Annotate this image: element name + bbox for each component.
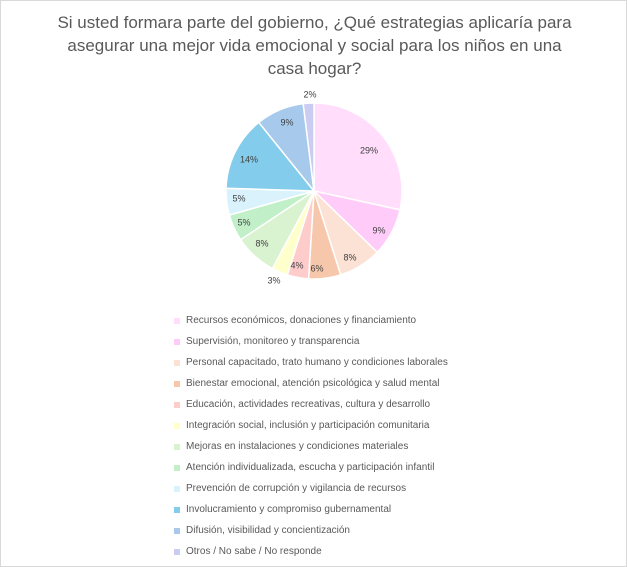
- pie-slice: [225, 121, 316, 192]
- legend-swatch: [174, 548, 180, 555]
- legend-swatch: [174, 464, 180, 471]
- legend-item: Difusión, visibilidad y concientización: [174, 520, 448, 541]
- legend-label: Mejoras en instalaciones y condiciones m…: [186, 441, 409, 452]
- data-label: 5%: [237, 217, 250, 227]
- legend-label: Otros / No sabe / No responde: [186, 546, 322, 557]
- legend-item: Educación, actividades recreativas, cult…: [174, 394, 448, 415]
- data-label: 14%: [240, 154, 258, 164]
- data-label: 9%: [280, 117, 293, 127]
- chart-title-line: Si usted formara parte del gobierno, ¿Qu…: [57, 13, 572, 32]
- legend-swatch: [174, 485, 180, 492]
- legend-label: Educación, actividades recreativas, cult…: [186, 399, 431, 410]
- legend-item: Involucramiento y compromiso gubernament…: [174, 499, 448, 520]
- legend-swatch: [174, 359, 180, 366]
- data-label: 2%: [303, 89, 316, 99]
- data-label: 9%: [372, 225, 385, 235]
- legend-label: Supervisión, monitoreo y transparencia: [186, 336, 360, 347]
- legend-swatch: [174, 401, 180, 408]
- data-label: 3%: [267, 275, 280, 285]
- legend-label: Atención individualizada, escucha y part…: [186, 462, 435, 473]
- legend-swatch: [174, 422, 180, 429]
- legend-swatch: [174, 317, 180, 324]
- legend-item: Integración social, inclusión y particip…: [174, 415, 448, 436]
- pie-slice: [302, 102, 315, 192]
- legend-item: Recursos económicos, donaciones y financ…: [174, 310, 448, 331]
- legend-item: Personal capacitado, trato humano y cond…: [174, 352, 448, 373]
- legend-item: Otros / No sabe / No responde: [174, 541, 448, 562]
- chart-title-line: casa hogar?: [267, 59, 362, 78]
- data-label: 8%: [343, 252, 356, 262]
- chart-title: Si usted formara parte del gobierno, ¿Qu…: [41, 11, 588, 80]
- legend-label: Prevención de corrupción y vigilancia de…: [186, 483, 407, 494]
- legend-label: Difusión, visibilidad y concientización: [186, 525, 350, 536]
- legend-label: Personal capacitado, trato humano y cond…: [186, 357, 448, 368]
- data-label: 29%: [360, 145, 378, 155]
- legend-item: Supervisión, monitoreo y transparencia: [174, 331, 448, 352]
- legend-swatch: [174, 527, 180, 534]
- legend-label: Bienestar emocional, atención psicológic…: [186, 378, 440, 389]
- legend-item: Prevención de corrupción y vigilancia de…: [174, 478, 448, 499]
- legend-swatch: [174, 443, 180, 450]
- data-label: 8%: [255, 238, 268, 248]
- data-label: 5%: [232, 193, 245, 203]
- legend-item: Atención individualizada, escucha y part…: [174, 457, 448, 478]
- data-label: 6%: [310, 263, 323, 273]
- legend: Recursos económicos, donaciones y financ…: [174, 310, 448, 562]
- legend-item: Mejoras en instalaciones y condiciones m…: [174, 436, 448, 457]
- legend-item: Bienestar emocional, atención psicológic…: [174, 373, 448, 394]
- legend-swatch: [174, 506, 180, 513]
- legend-swatch: [174, 338, 180, 345]
- chart-title-line: asegurar una mejor vida emocional y soci…: [67, 36, 562, 55]
- legend-label: Recursos económicos, donaciones y financ…: [186, 315, 417, 326]
- legend-label: Involucramiento y compromiso gubernament…: [186, 504, 392, 515]
- legend-swatch: [174, 380, 180, 387]
- pie-slice: [313, 102, 403, 211]
- legend-label: Integración social, inclusión y particip…: [186, 420, 430, 431]
- data-label: 4%: [290, 260, 303, 270]
